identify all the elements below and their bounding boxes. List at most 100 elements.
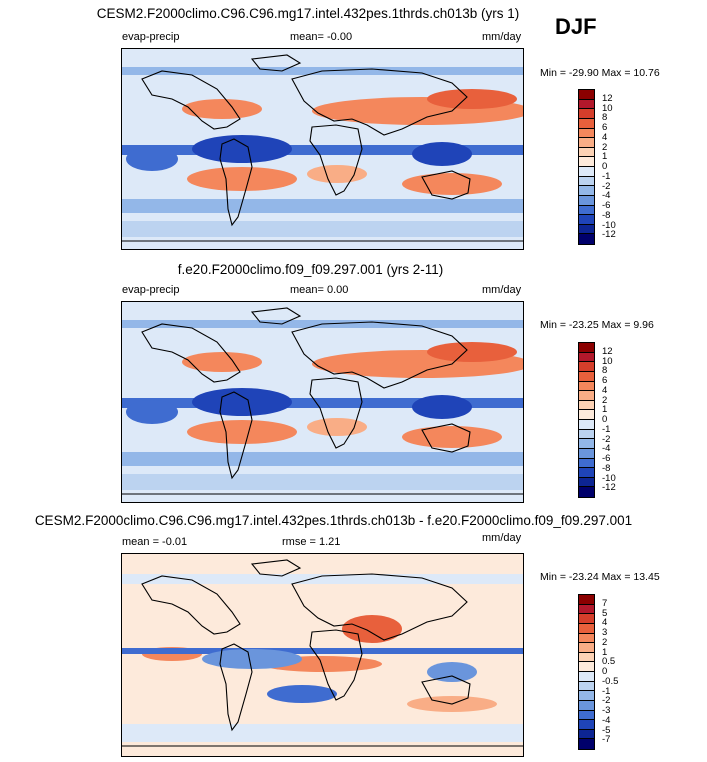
coastline xyxy=(219,138,253,227)
panel-3-rmse-label: rmse = 1.21 xyxy=(282,536,341,548)
colorbar-tick-label: 8 xyxy=(602,112,608,124)
panel-3-title: CESM2.F2000climo.C96.C96.mg17.intel.432p… xyxy=(34,513,633,528)
colorbar-swatch xyxy=(579,138,594,148)
panel-2-minmax: Min = -23.25 Max = 9.96 xyxy=(540,319,654,331)
colorbar-tick-label: -2 xyxy=(602,180,611,192)
colorbar-swatch xyxy=(579,410,594,420)
colorbar-tick-label: 1 xyxy=(602,404,608,416)
colorbar-tick-label: 0 xyxy=(602,161,608,172)
colorbar-tick-label: 4 xyxy=(602,617,608,629)
panel-1-minmax: Min = -29.90 Max = 10.76 xyxy=(540,67,660,79)
colorbar-tick-label: -8 xyxy=(602,462,611,474)
colorbar-tick-label: -5 xyxy=(602,724,611,736)
colorbar-tick-label: -4 xyxy=(602,190,611,202)
colorbar-swatch xyxy=(579,362,594,372)
panel-3-colorbar xyxy=(578,594,595,750)
colorbar-swatch xyxy=(579,633,594,644)
positive-band xyxy=(307,418,367,436)
colorbar-swatch xyxy=(579,614,594,624)
colorbar-swatch xyxy=(579,420,594,430)
colorbar-tick-label: -6 xyxy=(602,453,611,464)
panel-2-title: f.e20.F2000climo.f09_f09.297.001 (yrs 2-… xyxy=(177,262,444,277)
colorbar-swatch xyxy=(579,710,594,721)
panel-1-map xyxy=(121,48,524,250)
coastline xyxy=(141,70,241,130)
coastline xyxy=(291,68,468,136)
panel-2-colorbar xyxy=(578,342,595,498)
colorbar-swatch xyxy=(579,604,594,615)
negative-band xyxy=(412,395,472,419)
colorbar-swatch xyxy=(579,381,594,392)
negative-band xyxy=(122,145,523,155)
colorbar-swatch xyxy=(579,205,594,216)
coastline xyxy=(309,629,363,701)
colorbar-tick-label: 1 xyxy=(602,646,608,658)
positive-band xyxy=(427,342,517,362)
colorbar-swatch xyxy=(579,720,594,730)
panel-2-variable-label: evap-precip xyxy=(122,284,180,296)
colorbar-swatch xyxy=(579,623,594,634)
panel-2-mean-label: mean= 0.00 xyxy=(290,284,349,296)
negative-band xyxy=(122,199,523,213)
colorbar-tick-label: -10 xyxy=(602,219,616,231)
negative-band xyxy=(412,142,472,166)
colorbar-swatch xyxy=(579,643,594,653)
colorbar-tick-label: -10 xyxy=(602,472,616,484)
negative-band xyxy=(202,649,302,669)
colorbar-tick-label: -4 xyxy=(602,714,611,726)
colorbar-swatch xyxy=(579,468,594,478)
panel-3-map xyxy=(121,553,524,757)
negative-band xyxy=(122,574,523,584)
negative-band xyxy=(122,398,523,408)
colorbar-swatch xyxy=(579,99,594,110)
positive-band xyxy=(402,173,502,195)
panel-1-map-plot xyxy=(122,49,523,249)
colorbar-tick-label: 10 xyxy=(602,102,613,114)
colorbar-tick-label: 6 xyxy=(602,122,608,133)
negative-band xyxy=(122,221,523,237)
panel-2-map-plot xyxy=(122,302,523,502)
panel-2-map xyxy=(121,301,524,503)
colorbar-swatch xyxy=(579,662,594,672)
positive-band xyxy=(182,99,262,119)
colorbar-tick-label: -7 xyxy=(602,734,611,746)
colorbar-swatch xyxy=(579,487,594,497)
colorbar-swatch xyxy=(579,343,594,353)
panel-1-units-label: mm/day xyxy=(482,31,522,43)
positive-band xyxy=(342,615,402,643)
colorbar-tick-label: 12 xyxy=(602,345,613,357)
colorbar-tick-label: 0.5 xyxy=(602,656,616,668)
colorbar-tick-label: -6 xyxy=(602,200,611,211)
colorbar-swatch xyxy=(579,167,594,177)
colorbar-tick-label: -1 xyxy=(602,170,611,182)
colorbar-swatch xyxy=(579,371,594,382)
colorbar-tick-label: 0 xyxy=(602,414,608,425)
negative-band xyxy=(126,147,178,171)
panel-3-minmax: Min = -23.24 Max = 13.45 xyxy=(540,571,660,583)
panel-3-units-label: mm/day xyxy=(482,532,522,544)
positive-band xyxy=(427,89,517,109)
positive-band xyxy=(187,167,297,191)
colorbar-swatch xyxy=(579,672,594,682)
coastline xyxy=(219,391,253,480)
colorbar-swatch xyxy=(579,224,594,235)
coastline xyxy=(309,377,363,449)
negative-band xyxy=(267,685,337,703)
panel-2-units-label: mm/day xyxy=(482,284,522,296)
colorbar-swatch xyxy=(579,652,594,663)
coastline xyxy=(250,559,302,577)
negative-band xyxy=(122,724,523,742)
colorbar-tick-label: -12 xyxy=(602,482,616,494)
colorbar-tick-label: 0 xyxy=(602,666,608,677)
colorbar-tick-label: -1 xyxy=(602,423,611,435)
colorbar-swatch xyxy=(579,90,594,100)
panel-3-mean-label: mean = -0.01 xyxy=(122,536,188,548)
colorbar-tick-label: -4 xyxy=(602,443,611,455)
colorbar-swatch xyxy=(579,458,594,469)
panel-1-colorbar xyxy=(578,89,595,245)
colorbar-swatch xyxy=(579,448,594,459)
coastline xyxy=(141,575,241,635)
negative-band xyxy=(192,135,292,163)
colorbar-swatch xyxy=(579,691,594,701)
colorbar-swatch xyxy=(579,195,594,206)
